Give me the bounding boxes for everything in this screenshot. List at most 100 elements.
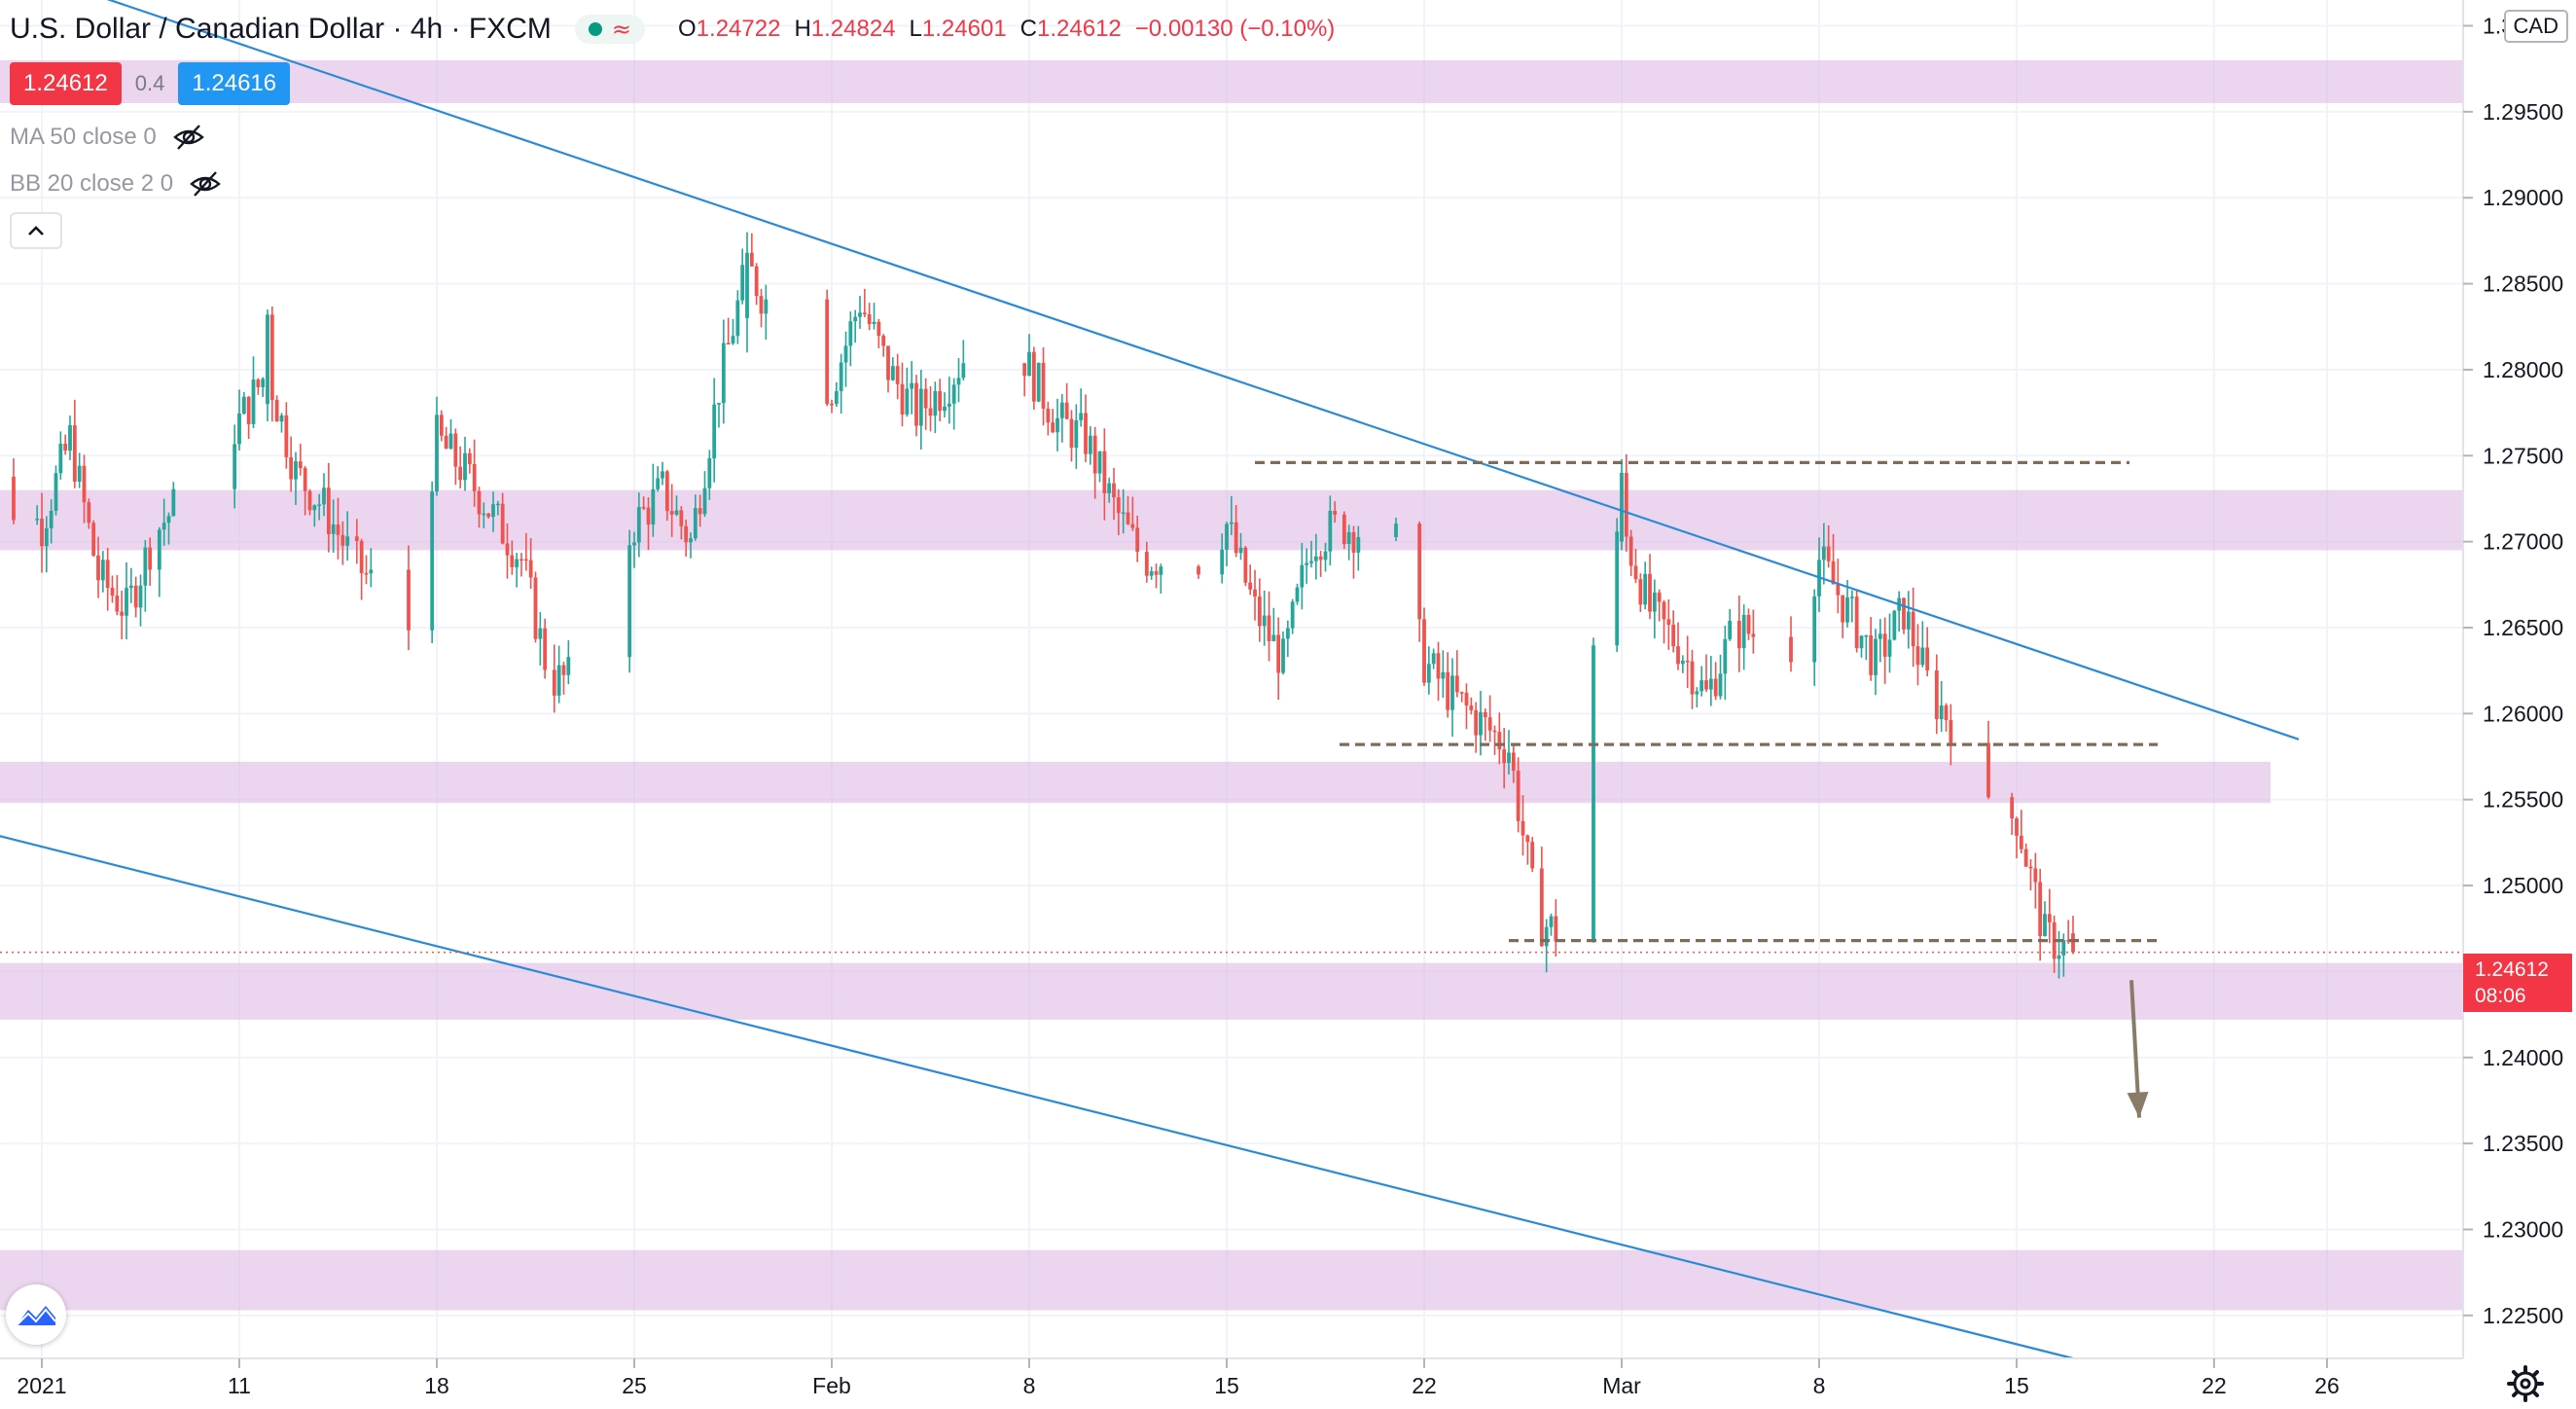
candle[interactable] <box>1854 590 1859 653</box>
candle[interactable] <box>636 492 641 558</box>
candle[interactable] <box>566 639 571 685</box>
candle[interactable] <box>237 389 241 451</box>
candle[interactable] <box>1253 569 1257 621</box>
candle[interactable] <box>1459 691 1464 703</box>
candle[interactable] <box>1464 683 1469 730</box>
candle[interactable] <box>1789 616 1793 672</box>
candle[interactable] <box>1939 680 1944 733</box>
candle[interactable] <box>467 448 472 474</box>
candle[interactable] <box>1643 561 1648 610</box>
candle[interactable] <box>1055 398 1059 452</box>
candle[interactable] <box>1290 598 1295 634</box>
candle[interactable] <box>1097 451 1102 483</box>
candle[interactable] <box>1394 518 1398 542</box>
candle[interactable] <box>745 232 749 353</box>
candle[interactable] <box>317 493 322 521</box>
candle[interactable] <box>115 575 120 616</box>
candle[interactable] <box>1092 426 1097 499</box>
candle[interactable] <box>1300 542 1305 610</box>
candle[interactable] <box>161 498 166 546</box>
candle[interactable] <box>1920 621 1925 668</box>
candle[interactable] <box>233 424 237 509</box>
currency-badge[interactable]: CAD <box>2503 10 2568 43</box>
candle[interactable] <box>1112 467 1116 521</box>
candle[interactable] <box>1878 619 1882 663</box>
market-status[interactable]: ≈ <box>574 15 645 44</box>
candle[interactable] <box>148 537 153 587</box>
candle[interactable] <box>735 290 740 344</box>
candle[interactable] <box>1648 554 1652 620</box>
candle[interactable] <box>458 446 463 488</box>
candle[interactable] <box>125 561 128 640</box>
candle[interactable] <box>1728 608 1733 641</box>
candle[interactable] <box>1615 518 1620 653</box>
candle[interactable] <box>2033 852 2038 909</box>
candle[interactable] <box>910 361 914 415</box>
candle[interactable] <box>1680 655 1685 673</box>
candle[interactable] <box>1483 708 1487 741</box>
candle[interactable] <box>274 395 279 422</box>
candle[interactable] <box>515 553 519 588</box>
sell-button[interactable]: 1.24612 <box>10 62 122 105</box>
candle[interactable] <box>881 334 886 357</box>
candle[interactable] <box>956 357 961 403</box>
candle[interactable] <box>914 375 918 437</box>
candle[interactable] <box>1897 591 1902 632</box>
candle[interactable] <box>87 498 91 529</box>
candle[interactable] <box>1309 540 1313 568</box>
candle[interactable] <box>1318 551 1323 577</box>
candle[interactable] <box>2071 916 2075 955</box>
candle[interactable] <box>510 540 515 575</box>
candle[interactable] <box>241 391 246 415</box>
candle[interactable] <box>702 471 707 518</box>
candle[interactable] <box>1041 346 1046 426</box>
candle[interactable] <box>157 526 161 597</box>
candle[interactable] <box>543 618 548 679</box>
candle[interactable] <box>369 548 374 588</box>
candle[interactable] <box>63 434 68 455</box>
candle[interactable] <box>1836 559 1841 614</box>
candle[interactable] <box>1342 511 1346 550</box>
candle[interactable] <box>1695 687 1699 707</box>
candle[interactable] <box>1736 595 1741 672</box>
candle[interactable] <box>1116 488 1121 535</box>
candle[interactable] <box>674 495 679 517</box>
candle[interactable] <box>2028 858 2033 891</box>
candle[interactable] <box>1346 524 1351 560</box>
candle[interactable] <box>138 574 143 627</box>
candle[interactable] <box>1638 573 1643 612</box>
candle[interactable] <box>839 353 843 415</box>
buy-button[interactable]: 1.24616 <box>178 62 291 105</box>
candle[interactable] <box>1628 529 1633 577</box>
candle[interactable] <box>322 473 326 517</box>
candle[interactable] <box>331 499 336 554</box>
candle[interactable] <box>1704 654 1708 693</box>
candle[interactable] <box>1031 346 1036 410</box>
candle[interactable] <box>664 469 669 522</box>
candle[interactable] <box>1713 662 1718 701</box>
candle[interactable] <box>900 362 905 427</box>
candle[interactable] <box>858 295 862 329</box>
candle[interactable] <box>1126 495 1130 525</box>
trendline[interactable] <box>0 825 2074 1360</box>
candle[interactable] <box>1234 504 1238 558</box>
y-axis[interactable]: 1.300001.295001.290001.285001.280001.275… <box>2462 0 2576 1358</box>
candle[interactable] <box>726 317 731 344</box>
candle[interactable] <box>834 381 839 408</box>
candle[interactable] <box>1624 453 1628 552</box>
candle[interactable] <box>82 454 87 524</box>
candle[interactable] <box>877 318 881 348</box>
candle[interactable] <box>12 457 16 524</box>
candle[interactable] <box>261 377 266 397</box>
candle[interactable] <box>143 540 148 612</box>
eye-off-icon[interactable] <box>189 169 222 199</box>
candle[interactable] <box>1074 404 1079 469</box>
candle[interactable] <box>77 452 82 488</box>
candle[interactable] <box>58 431 63 480</box>
settings-gear-icon[interactable] <box>2506 1364 2545 1403</box>
candle[interactable] <box>923 378 928 430</box>
candle[interactable] <box>49 499 54 544</box>
candle[interactable] <box>1892 609 1897 641</box>
candle[interactable] <box>1592 637 1595 943</box>
candle[interactable] <box>1474 702 1479 753</box>
